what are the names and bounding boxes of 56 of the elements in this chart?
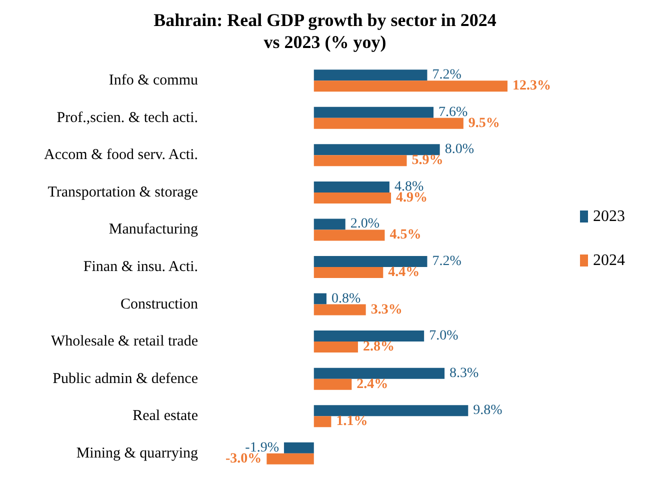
bar	[314, 80, 508, 92]
y-tick-label: Mining & quarrying	[76, 445, 198, 462]
bar	[314, 267, 384, 278]
y-tick-label: Construction	[120, 296, 198, 312]
data-label: 12.3%	[512, 78, 551, 94]
bar	[314, 218, 346, 230]
data-label: 9.8%	[473, 403, 503, 418]
y-tick-label: Real estate	[132, 408, 198, 424]
data-label: 2.4%	[356, 376, 388, 392]
data-label: 4.9%	[396, 190, 428, 206]
data-label: 8.0%	[444, 142, 474, 158]
bar	[314, 256, 428, 267]
data-label: 7.6%	[438, 104, 468, 120]
data-label: 7.2%	[432, 254, 462, 269]
bar	[314, 144, 440, 156]
data-label: 0.8%	[331, 291, 361, 306]
bar	[314, 70, 428, 81]
bar	[314, 293, 326, 304]
data-label: 5.9%	[412, 153, 444, 168]
bar	[314, 192, 392, 204]
data-label: 8.3%	[450, 366, 480, 381]
y-tick-label: Wholesale & retail trade	[50, 334, 198, 350]
bar	[314, 118, 464, 129]
bar	[314, 416, 332, 428]
bar	[314, 106, 434, 118]
legend-label: 2023	[593, 208, 625, 225]
bar	[314, 342, 358, 353]
y-tick-label: Info & commu	[108, 72, 198, 89]
bar	[314, 330, 424, 342]
data-label: 3.3%	[370, 302, 402, 318]
bar	[314, 405, 468, 416]
bar	[314, 155, 407, 166]
data-label: 4.4%	[388, 265, 420, 280]
data-label: 4.5%	[390, 228, 422, 243]
y-tick-label: Prof.,scien. & tech acti.	[56, 110, 198, 126]
y-tick-label: Manufacturing	[108, 222, 198, 238]
bar	[314, 181, 390, 192]
y-tick-label: Transportation & storage	[48, 184, 198, 200]
data-label: 9.5%	[468, 116, 500, 131]
data-label: 2.0%	[350, 216, 380, 232]
bar	[314, 368, 445, 379]
y-tick-label: Accom & food serv. Acti.	[44, 147, 198, 164]
data-label: 7.0%	[429, 328, 459, 344]
y-tick-label: Public admin & defence	[52, 370, 198, 387]
bar	[314, 378, 352, 390]
data-label: 1.1%	[336, 414, 368, 430]
y-tick-label: Finan & insu. Acti.	[83, 259, 198, 275]
bar	[314, 304, 366, 316]
data-label: 7.2%	[432, 68, 462, 83]
data-label: 2.8%	[362, 340, 394, 355]
bar	[314, 230, 385, 241]
chart-title: Bahrain: Real GDP growth by sector in 2024 vs 2023 (% yoy)	[154, 10, 496, 52]
bar	[266, 453, 314, 464]
bar	[284, 442, 314, 454]
legend-label: 2024	[593, 252, 625, 269]
data-label: -3.0%	[225, 451, 262, 466]
